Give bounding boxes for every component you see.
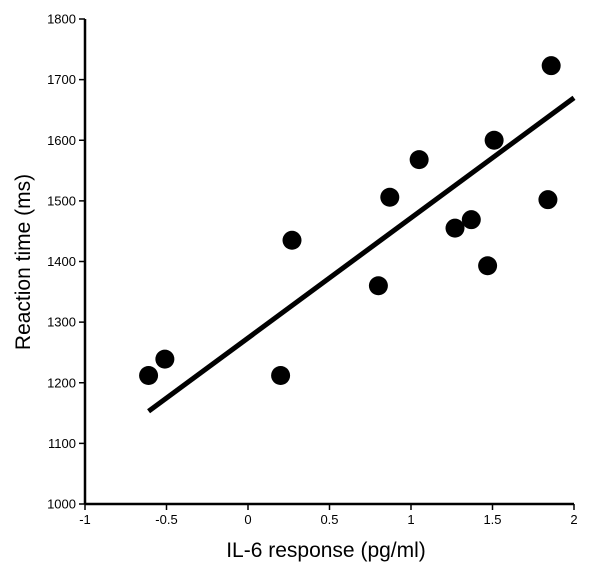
x-tick-label: 2	[570, 512, 577, 527]
data-point	[282, 230, 302, 250]
y-tick-label: 1500	[47, 193, 76, 208]
x-tick-label: 1	[407, 512, 414, 527]
x-axis-title: IL-6 response (pg/ml)	[226, 539, 426, 562]
trend-line	[147, 95, 576, 414]
data-point	[541, 56, 561, 76]
y-tick-label: 1600	[47, 133, 76, 148]
data-point	[538, 190, 558, 210]
y-axis-title: Reaction time (ms)	[12, 174, 35, 350]
x-tick-label: -0.5	[155, 512, 177, 527]
y-tick-label: 1200	[47, 375, 76, 390]
data-point	[155, 349, 175, 369]
data-point	[271, 365, 291, 385]
y-tick-label: 1800	[47, 12, 76, 27]
y-tick-label: 1100	[48, 436, 76, 451]
x-tick-label: 0.5	[320, 512, 338, 527]
x-tick-label: 0	[244, 512, 251, 527]
data-point	[409, 150, 429, 170]
y-tick-label: 1300	[47, 315, 76, 330]
data-point	[139, 365, 159, 385]
x-tick-label: 1.5	[483, 512, 501, 527]
data-point	[380, 187, 400, 207]
data-point	[478, 256, 498, 276]
x-tick-label: -1	[79, 512, 91, 527]
y-tick-label: 1700	[47, 72, 76, 87]
data-point	[368, 276, 388, 296]
y-tick-label: 1000	[47, 497, 76, 512]
data-point	[461, 210, 481, 230]
y-tick-label: 1400	[47, 254, 76, 269]
plot-area: 1000 1100 1200 1300 1400 1500 1600 1700 1800 -1 -0…	[47, 12, 578, 528]
data-point	[484, 130, 504, 150]
data-point	[445, 218, 465, 238]
